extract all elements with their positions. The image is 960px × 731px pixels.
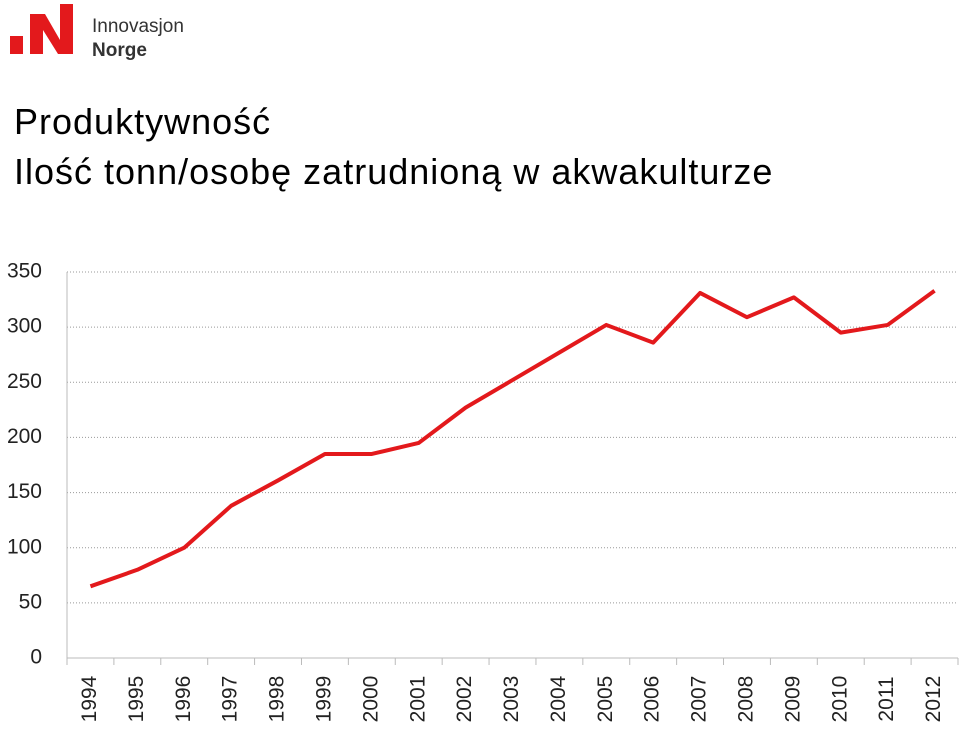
x-tick-label: 2012 [922,676,945,723]
x-tick-label: 1997 [219,676,242,723]
logo-text: Norge [92,40,147,61]
x-tick-label: 2001 [406,676,429,723]
logo-mark [30,4,73,54]
x-tick-label: 2002 [453,676,476,723]
x-tick-label: 2006 [641,676,664,723]
x-tick-label: 2000 [359,676,382,723]
x-tick-label: 2005 [594,676,617,723]
x-tick-label: 1999 [312,676,335,723]
x-tick-label: 2011 [875,676,898,721]
y-tick-label: 100 [7,535,42,558]
x-tick-label: 2009 [781,676,804,723]
x-tick-label: 2010 [828,676,851,723]
x-tick-label: 1996 [172,676,195,723]
y-tick-label: 250 [7,370,42,393]
logo: Innovasjon Norge [10,4,184,61]
y-tick-label: 300 [7,315,42,338]
y-tick-label: 200 [7,425,42,448]
x-tick-label: 1998 [266,676,289,723]
logo-text: Innovasjon [92,16,184,37]
logo-mark [10,36,23,54]
chart-title: Produktywność [14,101,271,142]
x-tick-label: 1995 [125,676,148,723]
y-tick-label: 0 [30,646,42,669]
y-tick-label: 150 [7,480,42,503]
x-tick-label: 1994 [78,675,101,722]
data-line [89,289,936,589]
x-tick-label: 2003 [500,676,523,723]
x-tick-label: 2008 [735,676,758,723]
y-tick-label: 50 [19,590,42,613]
x-tick-label: 2004 [547,675,570,722]
y-tick-label: 350 [7,260,42,283]
chart-subtitle: Ilość tonn/osobę zatrudnioną w akwakultu… [14,151,773,192]
x-tick-label: 2007 [688,676,711,723]
